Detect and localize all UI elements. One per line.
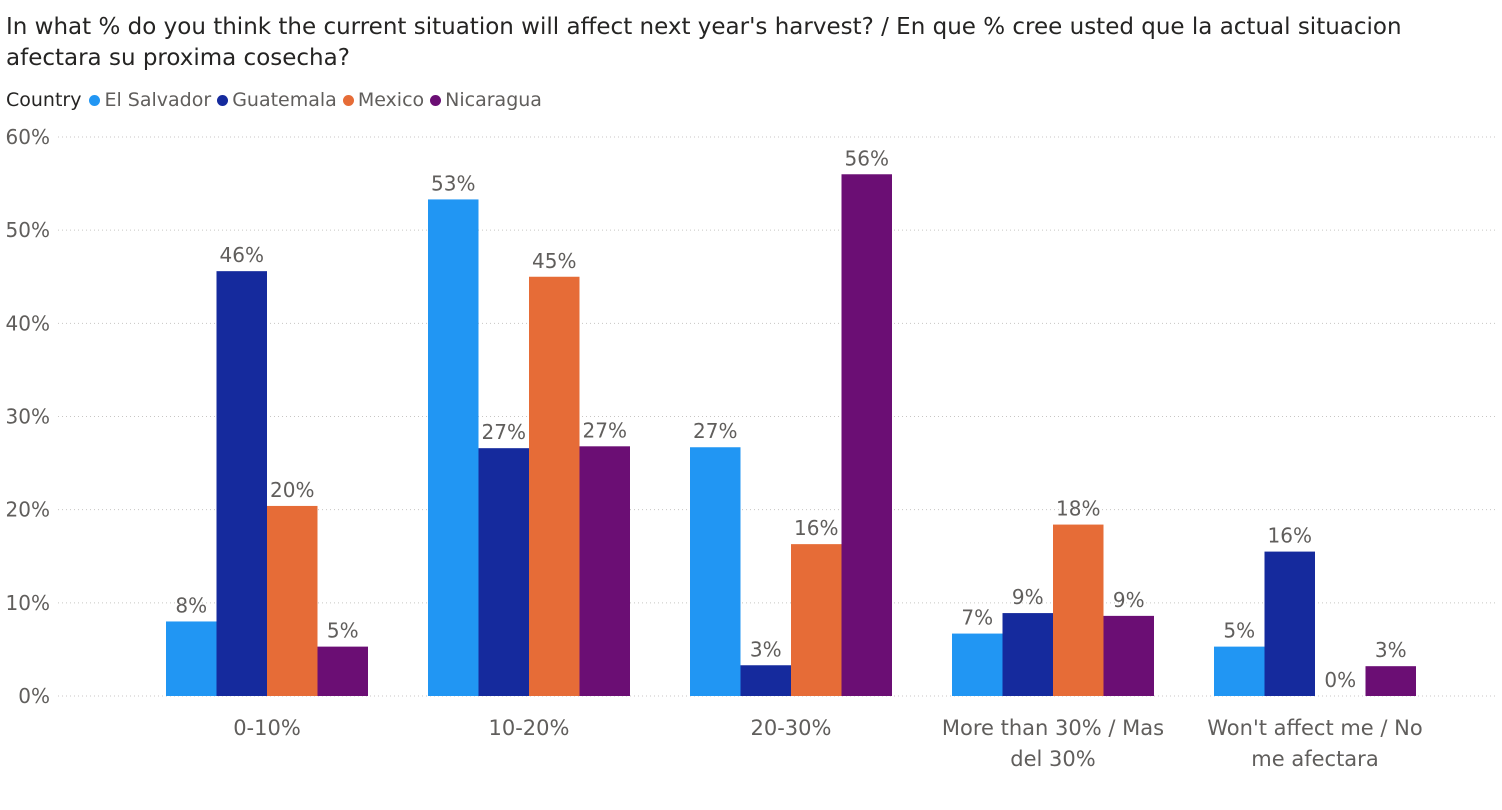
data-label: 7% bbox=[961, 606, 993, 630]
legend-marker-icon bbox=[89, 94, 101, 106]
bar[interactable] bbox=[267, 505, 318, 696]
legend-item-nicaragua[interactable]: Nicaragua bbox=[430, 89, 542, 111]
data-label: 16% bbox=[1268, 524, 1312, 548]
bar[interactable] bbox=[841, 174, 893, 696]
data-label: 27% bbox=[583, 418, 627, 442]
bar[interactable] bbox=[690, 447, 741, 696]
data-label: 8% bbox=[175, 593, 207, 617]
legend-label: Nicaragua bbox=[445, 89, 542, 111]
y-tick-label: 0% bbox=[18, 684, 50, 708]
y-tick-label: 40% bbox=[6, 311, 50, 335]
x-tick-label: More than 30% / Mas del 30% bbox=[942, 716, 1164, 771]
data-label: 16% bbox=[794, 516, 838, 540]
bar[interactable] bbox=[740, 665, 792, 696]
legend-item-guatemala[interactable]: Guatemala bbox=[217, 89, 337, 111]
bar[interactable] bbox=[1264, 551, 1316, 696]
y-tick-label: 20% bbox=[6, 498, 50, 522]
bar[interactable] bbox=[166, 621, 217, 696]
bar[interactable] bbox=[428, 199, 479, 696]
bar[interactable] bbox=[1002, 613, 1054, 696]
data-label: 53% bbox=[431, 171, 475, 195]
data-label: 9% bbox=[1113, 588, 1145, 612]
bar[interactable] bbox=[579, 446, 631, 696]
data-label: 5% bbox=[1223, 619, 1255, 643]
data-label: 9% bbox=[1012, 585, 1044, 609]
legend-item-mexico[interactable]: Mexico bbox=[342, 89, 425, 111]
data-label: 27% bbox=[693, 419, 737, 443]
x-tick-label: 10-20% bbox=[489, 716, 570, 740]
data-label: 45% bbox=[532, 249, 576, 273]
y-tick-label: 10% bbox=[6, 591, 50, 615]
bar[interactable] bbox=[952, 633, 1003, 696]
bar[interactable] bbox=[529, 276, 580, 696]
data-label: 20% bbox=[270, 478, 314, 502]
y-tick-label: 50% bbox=[6, 218, 50, 242]
legend-marker-icon bbox=[217, 94, 229, 106]
bar[interactable] bbox=[216, 271, 268, 696]
legend: Country El Salvador Guatemala Mexico Nic… bbox=[6, 86, 548, 114]
bar[interactable] bbox=[1103, 615, 1155, 696]
bar[interactable] bbox=[1214, 646, 1265, 696]
y-tick-label: 60% bbox=[6, 125, 50, 149]
legend-marker-icon bbox=[430, 94, 442, 106]
data-label: 27% bbox=[482, 420, 526, 444]
bar[interactable] bbox=[478, 448, 530, 696]
legend-label: El Salvador bbox=[104, 89, 212, 111]
legend-marker-icon bbox=[342, 94, 354, 106]
data-label: 18% bbox=[1056, 497, 1100, 521]
data-label: 3% bbox=[750, 637, 782, 661]
chart-title: In what % do you think the current situa… bbox=[6, 14, 1402, 71]
bar[interactable] bbox=[1053, 524, 1104, 696]
data-label: 3% bbox=[1375, 638, 1407, 662]
data-label: 56% bbox=[845, 146, 889, 170]
legend-label: Guatemala bbox=[232, 89, 337, 111]
x-tick-label: 20-30% bbox=[751, 716, 832, 740]
data-label: 5% bbox=[327, 619, 359, 643]
x-tick-label: Won't affect me / No me afectara bbox=[1207, 716, 1422, 771]
legend-item-el-salvador[interactable]: El Salvador bbox=[89, 89, 211, 111]
bar[interactable] bbox=[1365, 666, 1417, 696]
data-label: 0% bbox=[1324, 668, 1356, 692]
bar[interactable] bbox=[317, 646, 369, 696]
bar[interactable] bbox=[791, 544, 842, 696]
data-label: 46% bbox=[220, 243, 264, 267]
legend-label: Mexico bbox=[357, 89, 425, 111]
legend-title: Country bbox=[6, 89, 82, 111]
x-tick-label: 0-10% bbox=[233, 716, 301, 740]
y-tick-label: 30% bbox=[6, 405, 50, 429]
